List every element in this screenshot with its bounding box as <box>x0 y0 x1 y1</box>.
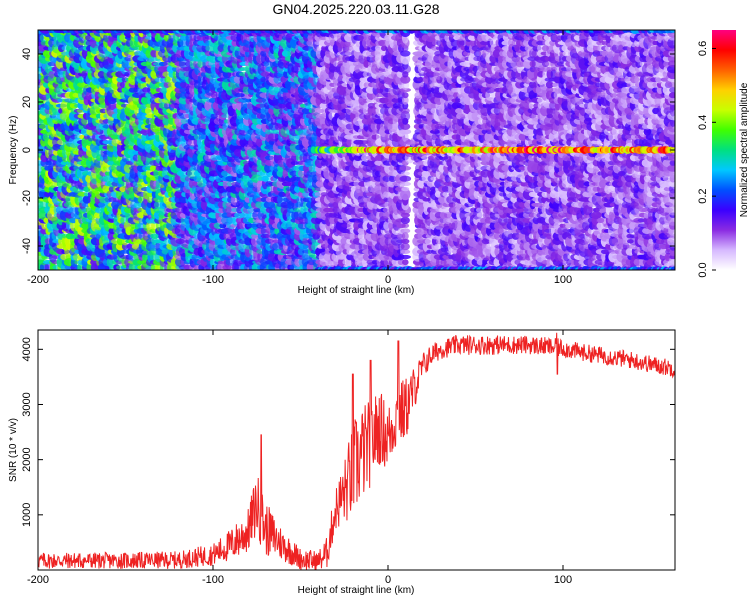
spectrogram-cell <box>400 171 410 176</box>
spectrogram-cell <box>400 216 410 225</box>
spectrogram-cell <box>41 222 48 230</box>
chart-title: GN04.2025.220.03.11.G28 <box>272 1 439 17</box>
spectrogram-cell <box>399 181 411 187</box>
spectrogram-cell <box>402 259 409 266</box>
spectrogram-cells <box>38 30 675 270</box>
spectrogram-cell <box>402 92 409 99</box>
spectrogram-cell <box>399 254 411 260</box>
spectrogram-cell <box>401 186 410 192</box>
spectrogram-cell <box>399 175 412 182</box>
spectrogram-cell <box>400 228 411 234</box>
spectrogram-cell <box>399 165 412 171</box>
